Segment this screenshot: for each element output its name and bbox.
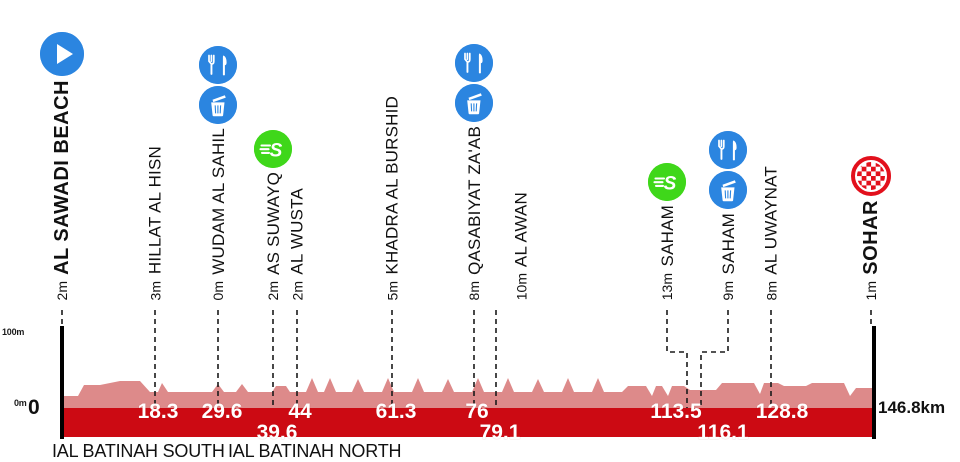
restaurant-icon [709, 131, 747, 170]
poi-altitude-al-sawadi-beach: 2m [54, 280, 70, 300]
poi-altitude-qasabiyat-zaab: 8m [466, 280, 482, 300]
poi-altitude-saham-sprint: 13m [659, 272, 675, 300]
y-axis-tick-0m: 0m [14, 398, 27, 408]
poi-name-saham-feed: SAHAM [718, 213, 738, 275]
poi-icons-saham-sprint: S [648, 163, 686, 202]
sprint-icon: S [254, 129, 292, 168]
poi-icons-saham-feed [709, 131, 747, 210]
poi-name-khadra-al-burshid: KHADRA AL BURSHID [382, 96, 402, 275]
y-axis-finish-line [872, 326, 876, 439]
poi-altitude-sohar: 1m [863, 280, 879, 300]
poi-icons-sohar [851, 155, 891, 196]
poi-altitude-saham-feed: 9m [720, 280, 736, 300]
poi-altitude-al-uwaynat: 8m [763, 280, 779, 300]
poi-icons-al-sawadi-beach [40, 31, 84, 76]
poi-name-qasabiyat-zaab: QASABIYAT ZA'AB [464, 125, 484, 275]
km-finish-label: 146.8km [878, 398, 946, 417]
km-marker-44: 44 [288, 400, 312, 423]
poi-altitude-wudam-al-sahil: 0m [210, 280, 226, 300]
km-marker-76: 76 [465, 400, 489, 423]
poi-icons-as-suwayq: S [254, 129, 292, 168]
litter-icon [455, 83, 493, 122]
poi-name-sohar: SOHAR [860, 199, 882, 275]
km-marker-61-3: 61.3 [375, 400, 417, 423]
km-marker-116-1: 116.1 [697, 421, 749, 444]
y-axis-start-line [60, 326, 64, 439]
poi-name-al-wusta: AL WUSTA [287, 187, 307, 275]
svg-text:S: S [270, 140, 283, 161]
poi-name-al-awan: AL AWAN [511, 191, 531, 267]
poi-name-al-sawadi-beach: AL SAWADI BEACH [51, 79, 73, 275]
poi-leader-lines [61, 310, 872, 408]
poi-altitude-al-awan: 10m [513, 272, 529, 300]
sprint-icon: S [648, 163, 686, 202]
region-label-south: IAL BATINAH SOUTH [52, 441, 225, 461]
km-marker-79-1: 79.1 [479, 421, 521, 444]
poi-name-as-suwayq: AS SUWAYQ [263, 171, 283, 275]
km-marker-113-5: 113.5 [650, 400, 702, 423]
poi-name-saham-sprint: SAHAM [657, 205, 677, 267]
poi-altitude-al-wusta: 2m [289, 280, 305, 300]
km-marker-18-3: 18.3 [137, 400, 179, 423]
km-start-label: 0 [28, 396, 40, 419]
region-label-north: IAL BATINAH NORTH [228, 441, 402, 461]
finish-icon [851, 155, 891, 196]
litter-icon [199, 85, 237, 124]
y-axis-tick-100m: 100m [2, 327, 25, 337]
poi-altitude-hillat-al-hisn: 3m [147, 280, 163, 300]
restaurant-icon [199, 45, 237, 84]
poi-name-hillat-al-hisn: HILLAT AL HISN [145, 146, 165, 275]
poi-altitude-as-suwayq: 2m [265, 280, 281, 300]
km-marker-128-8: 128.8 [755, 400, 809, 423]
poi-name-wudam-al-sahil: WUDAM AL SAHIL [208, 127, 228, 275]
start-icon [40, 31, 84, 76]
km-marker-39-6: 39.6 [256, 421, 298, 444]
litter-icon [709, 171, 747, 210]
restaurant-icon [455, 43, 493, 82]
poi-name-al-uwaynat: AL UWAYNAT [761, 165, 781, 275]
svg-text:S: S [664, 174, 677, 195]
poi-icons-wudam-al-sahil [199, 45, 237, 124]
poi-icons-qasabiyat-zaab [455, 43, 493, 122]
poi-altitude-khadra-al-burshid: 5m [384, 280, 400, 300]
km-marker-29-6: 29.6 [201, 400, 243, 423]
